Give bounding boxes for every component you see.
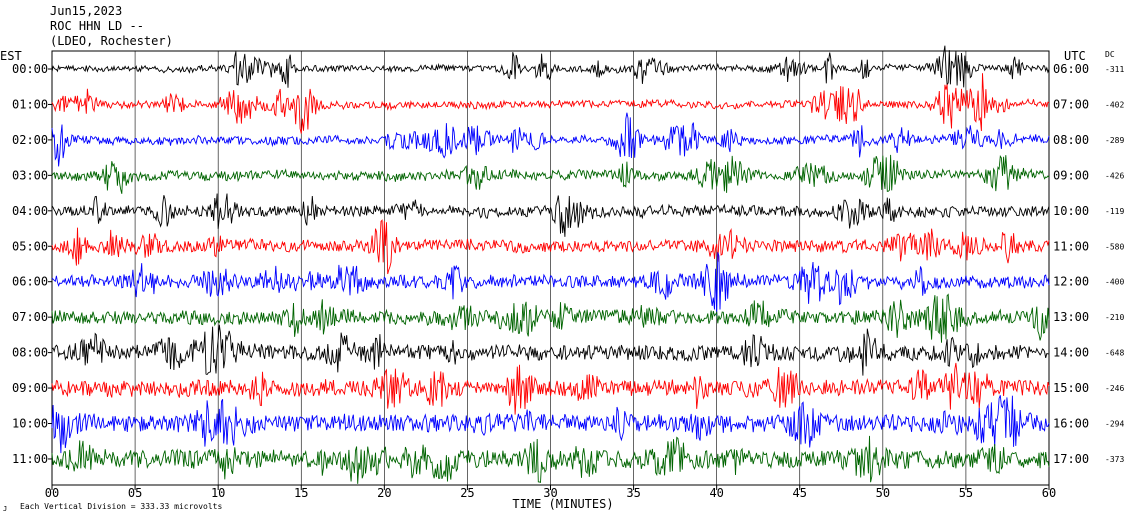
seismogram-trace	[51, 73, 1050, 134]
dc-offset-value: -289	[1105, 136, 1124, 145]
x-tick-label: 15	[294, 486, 308, 500]
seismogram-trace	[51, 45, 1050, 88]
plot-date: Jun15,2023	[50, 4, 123, 18]
scale-note: Each Vertical Division = 333.33 microvol…	[20, 502, 222, 511]
seismogram-trace	[51, 293, 1050, 343]
logo-mark-icon: J	[3, 505, 7, 513]
x-tick-label: 25	[460, 486, 474, 500]
seismogram-trace	[51, 395, 1050, 454]
utc-time-label: 16:00	[1053, 417, 1089, 431]
est-time-label: 09:00	[12, 381, 48, 395]
utc-time-label: 09:00	[1053, 168, 1089, 182]
axis-labels: EST UTC DC TIME (MINUTES) Each Vertical …	[0, 49, 1124, 513]
x-tick-label: 55	[959, 486, 973, 500]
plot-grid	[48, 50, 1050, 490]
utc-time-label: 10:00	[1053, 204, 1089, 218]
dc-offset-value: -294	[1105, 420, 1124, 429]
est-time-label: 04:00	[12, 204, 48, 218]
seismogram-trace	[51, 193, 1050, 237]
dc-offset-value: -402	[1105, 100, 1124, 109]
seismogram-trace	[51, 154, 1050, 194]
est-time-label: 03:00	[12, 168, 48, 182]
utc-time-label: 08:00	[1053, 133, 1089, 147]
dc-axis-label: DC	[1105, 50, 1115, 59]
station-code: ROC HHN LD --	[50, 19, 144, 33]
est-time-label: 10:00	[12, 417, 48, 431]
dc-offset-value: -373	[1105, 455, 1124, 464]
utc-axis-label: UTC	[1064, 49, 1086, 63]
utc-time-label: 13:00	[1053, 310, 1089, 324]
x-tick-label: 45	[793, 486, 807, 500]
est-time-label: 02:00	[12, 133, 48, 147]
dc-offset-value: -648	[1105, 349, 1124, 358]
utc-time-label: 14:00	[1053, 346, 1089, 360]
dc-offset-value: -119	[1105, 207, 1124, 216]
seismogram-trace	[51, 324, 1050, 376]
est-time-label: 07:00	[12, 310, 48, 324]
dc-offset-value: -210	[1105, 313, 1124, 322]
x-tick-label: 35	[626, 486, 640, 500]
utc-time-label: 12:00	[1053, 275, 1089, 289]
x-tick-label: 10	[211, 486, 225, 500]
dc-offset-value: -400	[1105, 278, 1124, 287]
utc-time-label: 17:00	[1053, 452, 1089, 466]
utc-time-label: 11:00	[1053, 239, 1089, 253]
est-time-label: 11:00	[12, 452, 48, 466]
est-time-label: 08:00	[12, 346, 48, 360]
seismogram-trace	[51, 112, 1050, 167]
x-tick-label: 60	[1042, 486, 1056, 500]
est-time-label: 06:00	[12, 275, 48, 289]
utc-time-label: 06:00	[1053, 62, 1089, 76]
x-tick-label: 50	[876, 486, 890, 500]
dc-offset-value: -311	[1105, 65, 1124, 74]
x-tick-label: 05	[128, 486, 142, 500]
x-tick-label: 40	[709, 486, 723, 500]
est-time-label: 05:00	[12, 239, 48, 253]
est-time-label: 01:00	[12, 97, 48, 111]
x-tick-label: 30	[543, 486, 557, 500]
utc-time-label: 15:00	[1053, 381, 1089, 395]
x-axis-title: TIME (MINUTES)	[512, 497, 613, 511]
dc-offset-value: -580	[1105, 242, 1124, 251]
dc-offset-value: -246	[1105, 384, 1124, 393]
dc-offset-value: -426	[1105, 171, 1124, 180]
seismogram-trace	[51, 219, 1050, 275]
seismogram-trace	[51, 435, 1050, 484]
network-name: (LDEO, Rochester)	[50, 34, 173, 48]
seismogram-traces	[51, 45, 1050, 484]
est-axis-label: EST	[0, 49, 22, 63]
x-tick-label: 00	[45, 486, 59, 500]
utc-time-label: 07:00	[1053, 97, 1089, 111]
est-time-label: 00:00	[12, 62, 48, 76]
seismogram-trace	[51, 252, 1050, 316]
x-tick-label: 20	[377, 486, 391, 500]
seismogram-trace	[51, 362, 1050, 415]
